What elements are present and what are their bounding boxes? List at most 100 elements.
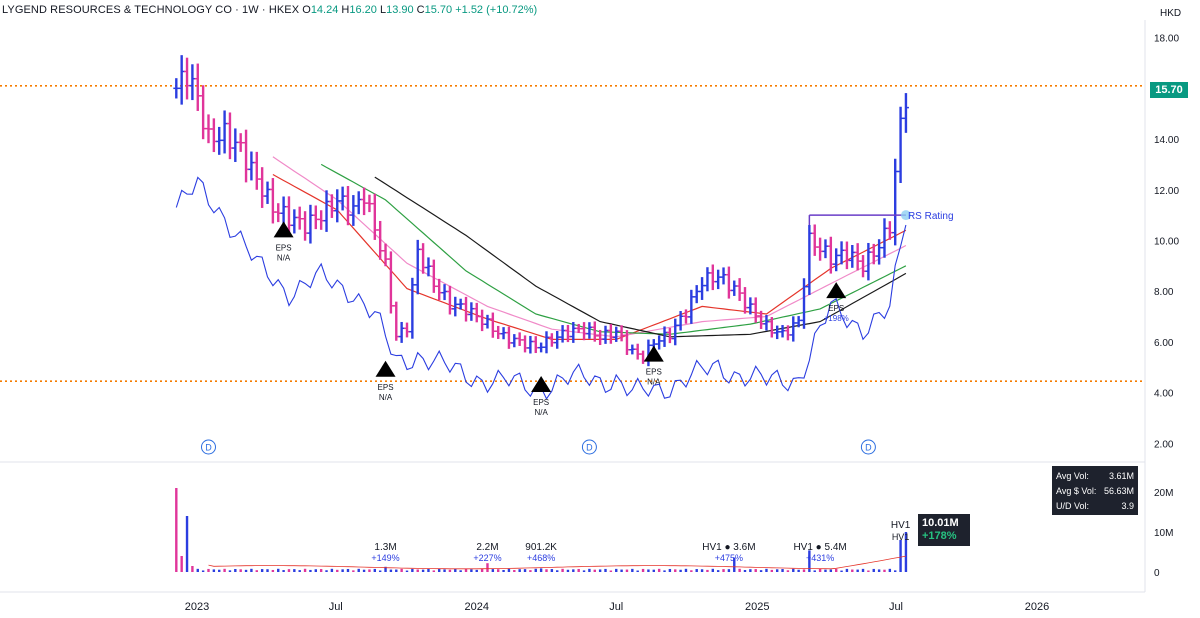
dividend-marker-icon <box>860 439 876 455</box>
volume-bar <box>480 568 484 572</box>
volume-bar <box>818 568 822 572</box>
volume-bar <box>545 569 548 572</box>
volume-bar <box>786 570 790 572</box>
volume-bar <box>577 568 580 572</box>
volume-bar <box>539 568 543 572</box>
ud-vol-row: U/D Vol: 3.9 <box>1056 498 1134 513</box>
volume-bar <box>888 568 892 572</box>
price-bar <box>291 209 298 234</box>
last-volume-tag: 10.01M +178% <box>918 514 970 546</box>
volume-bar <box>647 569 650 572</box>
price-bar <box>495 325 502 339</box>
volume-bar <box>754 569 757 572</box>
high-value: 16.20 <box>349 4 377 16</box>
volume-bar <box>346 568 350 572</box>
volume-bar <box>609 570 613 572</box>
volume-bar <box>271 569 275 572</box>
price-bar <box>720 267 727 285</box>
eps-label: EPS <box>533 398 549 407</box>
x-tick-label: Jul <box>329 601 343 613</box>
price-bar <box>618 325 625 342</box>
volume-annotation-value: HV1 ● 3.6M <box>702 542 755 553</box>
price-bar <box>194 63 201 111</box>
volume-bar <box>588 568 591 572</box>
price-bar <box>881 218 888 258</box>
price-bar <box>822 239 829 259</box>
x-tick-label: 2023 <box>185 601 209 613</box>
volume-bar <box>749 569 752 572</box>
volume-bar <box>727 569 731 572</box>
price-bar <box>409 277 416 339</box>
price-bar <box>817 237 824 261</box>
volume-bar <box>470 569 473 572</box>
price-bar <box>221 110 228 154</box>
price-bar <box>463 296 470 322</box>
price-bar <box>779 325 786 338</box>
volume-bar <box>293 569 296 572</box>
volume-y-tick-label: 0 <box>1154 568 1160 579</box>
price-bar <box>672 318 679 346</box>
price-bar <box>522 335 529 353</box>
volume-bar <box>883 569 886 572</box>
price-bar <box>248 151 255 181</box>
price-bar <box>543 331 550 354</box>
high-label: H <box>341 4 350 16</box>
avg-dollar-vol-label: Avg $ Vol: <box>1056 485 1097 496</box>
volume-bar <box>802 569 806 572</box>
volume-average-line <box>208 555 906 570</box>
volume-bar <box>604 568 607 572</box>
price-bar <box>763 314 770 331</box>
eps-triangle-icon <box>826 282 847 299</box>
volume-bar <box>663 570 666 572</box>
avg-vol-label: Avg Vol: <box>1056 470 1089 481</box>
volume-bar <box>239 569 242 572</box>
close-label: C <box>416 4 425 16</box>
price-bar <box>586 322 593 339</box>
volume-bar <box>191 566 194 572</box>
volume-bar <box>641 568 645 572</box>
volume-annotation-pct: +475% <box>715 553 743 563</box>
volume-bar <box>513 570 516 572</box>
volume-bar <box>690 570 693 572</box>
volume-bar <box>416 569 419 572</box>
volume-bar <box>303 568 307 572</box>
volume-bar <box>260 569 264 572</box>
price-bar <box>827 236 834 274</box>
price-bar <box>897 106 904 184</box>
eps-sub-label: N/A <box>534 408 548 417</box>
y-tick-label: 2.00 <box>1154 439 1174 450</box>
volume-bar <box>180 556 183 572</box>
price-bar <box>811 224 818 256</box>
volume-bar <box>700 569 704 572</box>
volume-bar <box>400 568 403 572</box>
rs-rating-label: RS Rating <box>908 211 954 222</box>
volume-bar <box>266 569 269 572</box>
volume-bar <box>695 569 698 572</box>
price-bar <box>334 189 341 223</box>
volume-bar <box>255 570 258 572</box>
volume-bar <box>378 570 382 572</box>
price-bar <box>634 343 641 360</box>
last-price-tag: 15.70 <box>1150 82 1188 98</box>
volume-bar <box>325 570 328 572</box>
volume-bar <box>185 516 189 572</box>
y-tick-label: 14.00 <box>1154 135 1179 146</box>
volume-bar <box>523 569 527 572</box>
volume-bar <box>775 569 779 572</box>
volume-bar <box>459 570 462 572</box>
price-bar <box>688 289 695 324</box>
price-bar <box>307 204 314 244</box>
price-bar <box>581 322 588 341</box>
volume-bar <box>706 569 709 572</box>
y-tick-label: 4.00 <box>1154 389 1174 400</box>
price-bar <box>205 114 212 144</box>
volume-bar <box>765 568 768 572</box>
volume-bar <box>593 569 596 572</box>
volume-bar <box>196 568 199 572</box>
volume-bar <box>373 568 377 572</box>
price-bar <box>479 309 486 332</box>
volume-bar <box>684 568 688 572</box>
price-bar <box>484 314 491 329</box>
